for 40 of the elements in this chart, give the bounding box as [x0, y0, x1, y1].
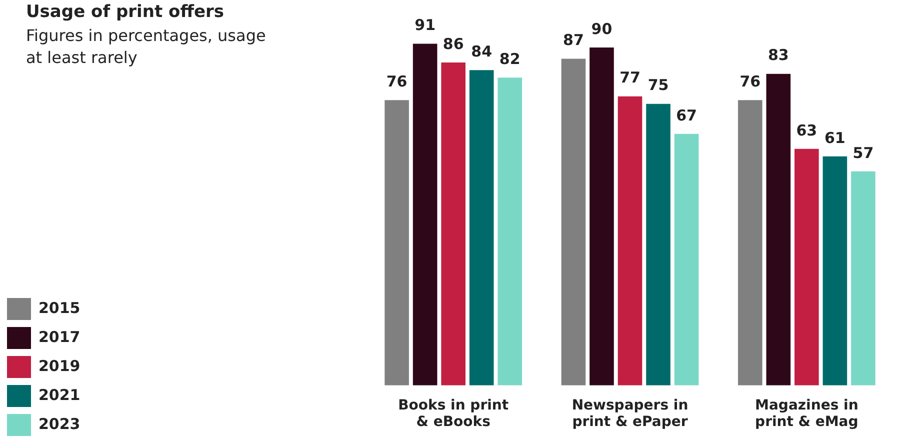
- data-label: 67: [676, 106, 697, 124]
- data-label: 87: [563, 31, 584, 50]
- legend-label: 2021: [38, 386, 80, 404]
- bar: [822, 156, 848, 386]
- bar: [590, 48, 614, 386]
- data-label: 57: [852, 144, 874, 162]
- data-label: 61: [824, 128, 846, 147]
- bar: [851, 171, 876, 386]
- text: Usage of print offers: [26, 2, 226, 22]
- bar: [441, 62, 466, 386]
- legend-label: 2019: [38, 356, 80, 375]
- data-label: 90: [591, 20, 612, 38]
- bar: [674, 134, 699, 386]
- legend-label: 2023: [38, 414, 80, 433]
- bar: [618, 96, 642, 386]
- bar: [469, 70, 494, 386]
- data-label: 76: [740, 72, 761, 90]
- data-label: 75: [648, 76, 669, 94]
- data-label: 76: [386, 72, 408, 90]
- x-tick-label: Magazines in print & eMag: [755, 397, 858, 430]
- bar: [498, 78, 522, 386]
- bar: [384, 100, 409, 386]
- bar: [646, 104, 670, 386]
- data-label: 83: [768, 46, 789, 64]
- bar: [766, 74, 791, 386]
- bar: [412, 44, 438, 386]
- legend-label: 2017: [38, 328, 80, 346]
- data-label: 63: [796, 121, 818, 140]
- data-label: 82: [499, 50, 520, 68]
- legend-label: 2015: [38, 298, 80, 317]
- data-label: 86: [442, 34, 464, 53]
- bar: [794, 148, 819, 386]
- bar: [738, 100, 762, 386]
- bar: [561, 58, 586, 386]
- x-tick-label: Newspapers in print & ePaper: [572, 397, 688, 430]
- data-label: 77: [620, 68, 640, 87]
- text: Figures in percentages, usage at least rarely: [26, 25, 267, 69]
- data-label: 91: [414, 16, 436, 34]
- x-tick-label: Books in print & eBooks: [398, 397, 509, 430]
- data-label: 84: [471, 42, 492, 60]
